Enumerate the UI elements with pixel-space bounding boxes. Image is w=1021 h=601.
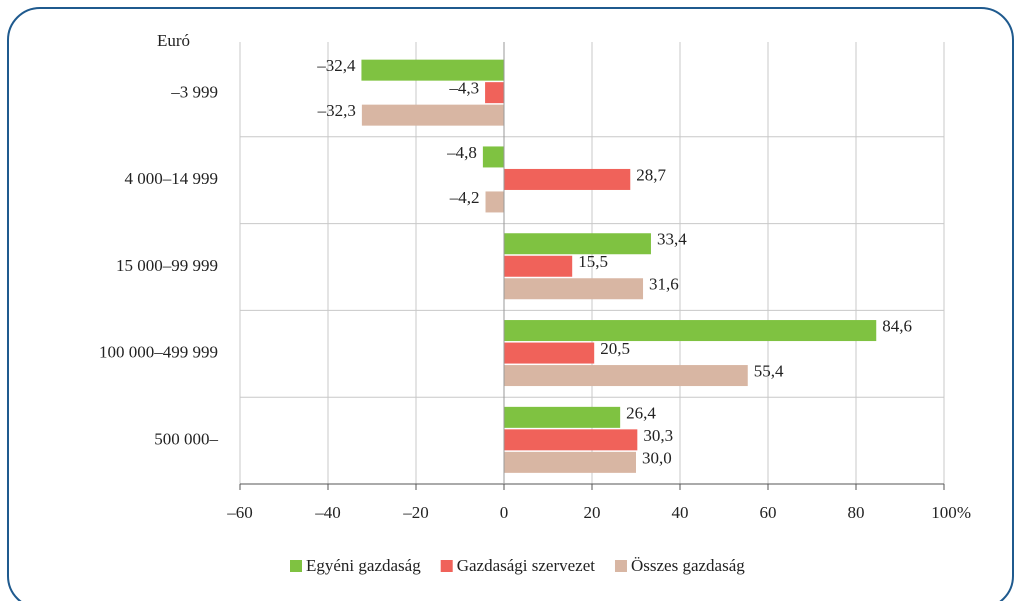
- data-label: 55,4: [754, 361, 784, 380]
- bar: [504, 451, 636, 473]
- bar: [504, 255, 573, 277]
- x-tick-label: –60: [226, 503, 253, 522]
- legend-swatch: [440, 560, 453, 572]
- bar: [361, 104, 504, 126]
- data-label: 30,0: [642, 448, 672, 467]
- bar: [504, 320, 877, 342]
- bar: [504, 233, 651, 255]
- x-tick-label: 100: [931, 503, 957, 522]
- bar: [361, 59, 504, 81]
- x-tick-label: 40: [672, 503, 689, 522]
- bar: [482, 146, 504, 168]
- data-label: –4,3: [448, 79, 479, 98]
- x-tick-label: –20: [402, 503, 429, 522]
- y-tick-label: 500 000–: [154, 430, 218, 449]
- legend-swatch: [614, 560, 627, 572]
- x-tick-label: 0: [500, 503, 509, 522]
- y-tick-label: 100 000–499 999: [99, 343, 218, 362]
- x-tick-label: –40: [314, 503, 341, 522]
- legend-label: Egyéni gazdaság: [306, 556, 421, 575]
- data-label: 15,5: [578, 252, 608, 271]
- bar: [504, 429, 638, 451]
- bar: [504, 278, 644, 300]
- data-label: 20,5: [600, 339, 630, 358]
- data-label: 31,6: [649, 275, 679, 294]
- x-tick-label: 60: [760, 503, 777, 522]
- bar: [485, 191, 504, 213]
- data-label: 84,6: [882, 316, 912, 335]
- legend-swatch: [290, 560, 302, 572]
- x-axis-unit: %: [957, 503, 971, 522]
- data-label: 30,3: [643, 426, 673, 445]
- bar: [504, 342, 595, 364]
- data-label: –32,3: [317, 101, 356, 120]
- x-tick-label: 80: [848, 503, 865, 522]
- frame: [7, 7, 1014, 601]
- bar: [504, 365, 748, 387]
- y-tick-label: 4 000–14 999: [125, 169, 219, 188]
- legend-label: Gazdasági szervezet: [457, 556, 596, 575]
- data-label: –4,2: [449, 188, 480, 207]
- y-tick-label: 15 000–99 999: [116, 256, 218, 275]
- x-tick-label: 20: [584, 503, 601, 522]
- bar: [485, 82, 504, 104]
- data-label: –32,4: [316, 56, 356, 75]
- bar: [504, 406, 621, 428]
- bar: [504, 168, 631, 190]
- data-label: 28,7: [636, 165, 666, 184]
- data-label: 26,4: [626, 403, 656, 422]
- legend-label: Összes gazdaság: [631, 556, 745, 575]
- y-tick-label: –3 999: [170, 82, 218, 101]
- y-axis-label: Euró: [157, 31, 190, 50]
- data-label: –4,8: [446, 143, 477, 162]
- data-label: 33,4: [657, 230, 687, 249]
